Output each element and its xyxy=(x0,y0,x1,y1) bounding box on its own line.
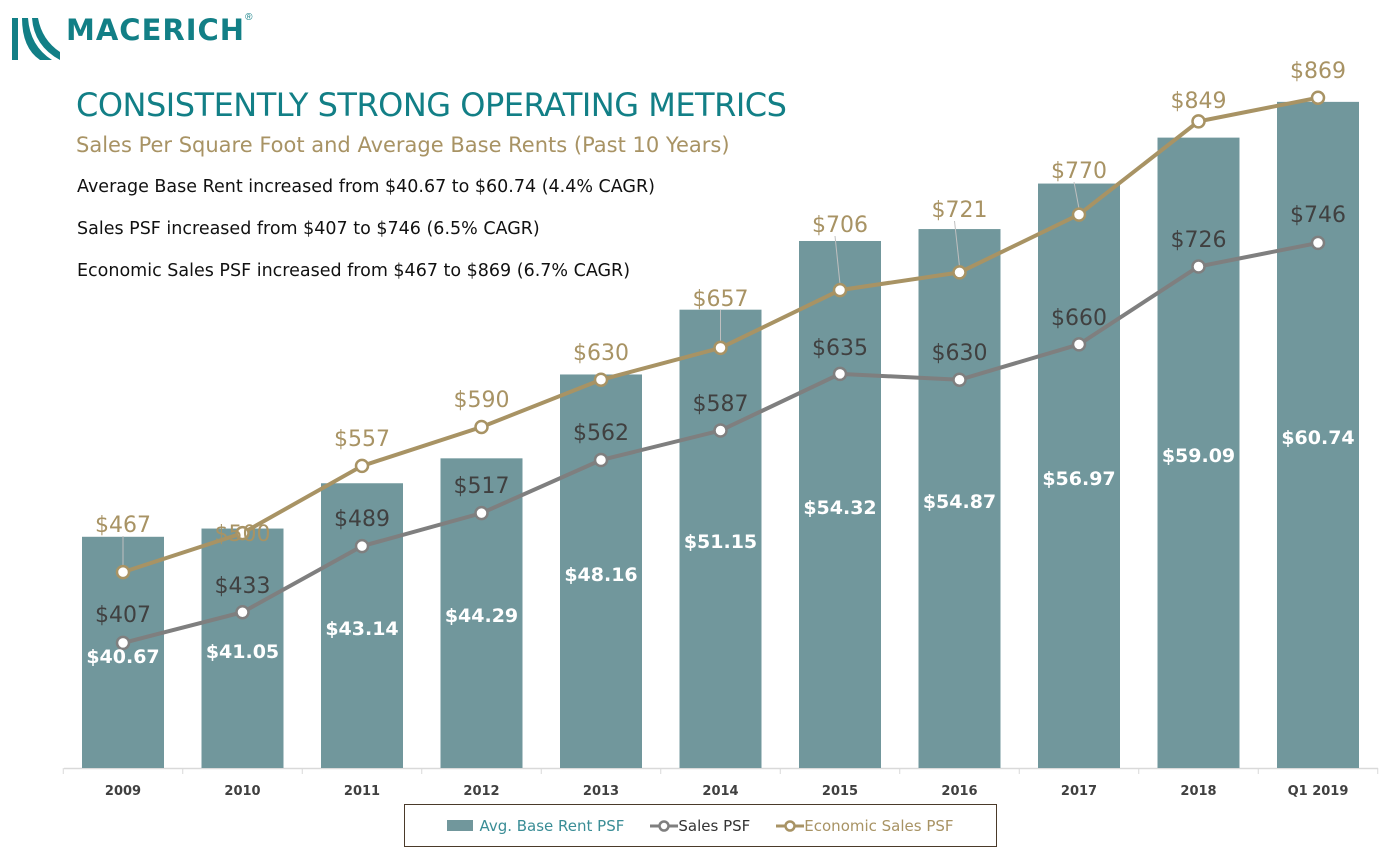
bar-rent xyxy=(799,240,881,768)
label-rent: $48.16 xyxy=(564,564,637,586)
label-economic-sales: $467 xyxy=(95,513,151,538)
bar-rent xyxy=(321,483,403,768)
label-sales: $433 xyxy=(215,574,271,599)
label-sales: $630 xyxy=(932,341,988,366)
label-economic-sales: $657 xyxy=(693,287,749,312)
label-rent: $43.14 xyxy=(325,618,398,640)
point-economic-sales xyxy=(1071,207,1087,222)
label-economic-sales: $630 xyxy=(573,341,629,366)
point-economic-sales xyxy=(713,340,728,356)
x-tick-label: 2018 xyxy=(1180,784,1216,799)
bar-rent xyxy=(918,229,1001,769)
point-sales xyxy=(354,538,370,554)
bar-rent xyxy=(679,309,762,768)
point-sales xyxy=(474,505,489,521)
label-sales: $660 xyxy=(1051,306,1107,331)
point-sales xyxy=(115,635,131,651)
label-rent: $51.15 xyxy=(684,531,757,553)
bar-rent xyxy=(201,528,284,768)
label-rent: $44.29 xyxy=(445,605,518,627)
label-economic-sales: $869 xyxy=(1290,59,1346,84)
page-title: CONSISTENTLY STRONG OPERATING METRICS xyxy=(76,86,787,124)
label-rent: $59.09 xyxy=(1162,445,1235,467)
x-tick-label: 2009 xyxy=(105,784,141,799)
label-sales: $635 xyxy=(812,336,868,361)
x-tick-label: 2017 xyxy=(1061,784,1097,799)
label-rent: $60.74 xyxy=(1281,427,1354,449)
stat-economic-sales: Economic Sales PSF increased from $467 t… xyxy=(77,261,631,281)
point-sales xyxy=(235,604,250,620)
label-rent: $54.32 xyxy=(803,497,876,519)
label-sales: $746 xyxy=(1290,203,1346,228)
page-subtitle: Sales Per Square Foot and Average Base R… xyxy=(76,133,730,157)
point-economic-sales xyxy=(235,525,250,541)
legend-label: Economic Sales PSF xyxy=(804,816,954,835)
label-rent: $56.97 xyxy=(1042,468,1115,490)
label-economic-sales: $590 xyxy=(454,388,510,413)
label-economic-sales: $706 xyxy=(812,213,868,238)
legend-label: Sales PSF xyxy=(678,816,751,835)
legend-label: Avg. Base Rent PSF xyxy=(479,816,625,835)
label-sales: $726 xyxy=(1171,228,1227,253)
point-sales xyxy=(1071,337,1087,352)
x-tick-label: 2016 xyxy=(941,784,977,799)
point-economic-sales xyxy=(1191,114,1206,129)
label-economic-sales: $849 xyxy=(1171,89,1227,114)
logo-mark-icon xyxy=(12,18,60,60)
logo-text: MACERICH xyxy=(66,13,246,47)
point-economic-sales xyxy=(115,564,131,580)
macerich-logo: MACERICH ® xyxy=(10,8,252,60)
point-sales xyxy=(593,452,609,468)
legend-marker-economic-icon xyxy=(776,819,805,832)
label-economic-sales: $500 xyxy=(215,522,271,547)
point-sales xyxy=(832,366,848,382)
leader-line xyxy=(1073,181,1080,209)
leader-line xyxy=(954,220,960,267)
logo-registered: ® xyxy=(245,12,253,23)
x-tick-label: 2011 xyxy=(344,784,380,799)
point-sales xyxy=(952,372,967,388)
bar-rent xyxy=(1157,137,1240,769)
x-tick-label: 2013 xyxy=(583,784,619,799)
stat-rent: Average Base Rent increased from $40.67 … xyxy=(77,177,655,197)
x-tick-label: 2010 xyxy=(224,784,260,799)
label-rent: $54.87 xyxy=(923,491,996,513)
label-sales: $587 xyxy=(693,392,749,417)
point-sales xyxy=(1191,259,1206,274)
point-economic-sales xyxy=(474,419,489,435)
label-economic-sales: $557 xyxy=(334,427,390,452)
legend-item-rent: Avg. Base Rent PSF xyxy=(447,817,624,835)
point-economic-sales xyxy=(1310,90,1326,106)
point-economic-sales xyxy=(952,265,967,280)
point-sales xyxy=(1310,235,1326,251)
label-sales: $489 xyxy=(334,507,390,532)
legend-swatch-rent xyxy=(447,820,474,831)
point-economic-sales xyxy=(593,372,609,388)
point-economic-sales xyxy=(832,282,848,298)
label-rent: $41.05 xyxy=(206,641,279,663)
x-tick-label: 2014 xyxy=(702,784,738,799)
leader-line xyxy=(834,235,841,285)
bar-rent xyxy=(1038,183,1120,768)
label-sales: $562 xyxy=(573,421,629,446)
label-sales: $407 xyxy=(95,603,151,628)
stat-sales: Sales PSF increased from $407 to $746 (6… xyxy=(77,219,540,239)
legend-marker-sales-icon xyxy=(650,819,679,832)
label-economic-sales: $770 xyxy=(1051,159,1107,184)
point-sales xyxy=(713,423,728,438)
label-economic-sales: $721 xyxy=(932,198,988,223)
x-tick-label: 2015 xyxy=(822,784,858,799)
bar-rent xyxy=(1277,101,1359,768)
x-tick-label: 2012 xyxy=(463,784,499,799)
x-tick-label: Q1 2019 xyxy=(1288,784,1349,799)
legend-item-economic-sales: Economic Sales PSF xyxy=(776,816,954,835)
legend-item-sales: Sales PSF xyxy=(650,817,750,835)
label-sales: $517 xyxy=(454,474,510,499)
point-economic-sales xyxy=(354,458,370,474)
label-rent: $40.67 xyxy=(86,646,159,668)
bar-rent xyxy=(560,374,642,768)
legend: Avg. Base Rent PSF Sales PSF Economic Sa… xyxy=(404,804,997,847)
